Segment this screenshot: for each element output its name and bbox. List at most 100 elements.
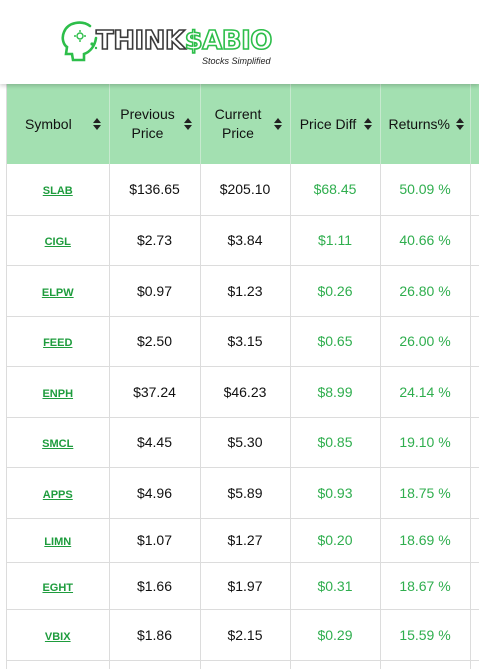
stocks-table: Symbol Previous Price Current Price [7, 84, 479, 669]
cell-current-price: $2.15 [200, 609, 291, 661]
header-current-price[interactable]: Current Price [200, 84, 291, 164]
cell-extra [470, 562, 479, 610]
header-extra-column [470, 84, 479, 164]
cell-symbol: EGHT [7, 562, 110, 610]
symbol-link[interactable]: SMCL [42, 438, 74, 450]
table-row: SLAB $136.65 $205.10 $68.45 50.09 % [7, 164, 479, 216]
symbol-link[interactable]: APPS [42, 488, 73, 501]
table-row: CIGL $2.73 $3.84 $1.11 40.66 % [7, 215, 479, 266]
cell-returns [380, 660, 471, 669]
table-row: ELPW $0.97 $1.23 $0.26 26.80 % [7, 265, 479, 317]
cell-previous-price: $2.50 [109, 316, 201, 367]
header-returns[interactable]: Returns% [380, 84, 471, 164]
cell-previous-price [109, 660, 201, 669]
symbol-link[interactable]: ELPW [41, 286, 74, 299]
cell-extra [470, 518, 479, 563]
sort-icon[interactable] [363, 118, 372, 130]
cell-price-diff [290, 660, 381, 669]
cell-previous-price: $4.45 [109, 417, 201, 468]
cell-extra [470, 316, 479, 367]
cell-current-price: $3.84 [200, 215, 291, 266]
cell-returns: 18.75 % [380, 467, 471, 519]
cell-current-price: $3.15 [200, 316, 291, 367]
stocks-table-container[interactable]: Symbol Previous Price Current Price [6, 84, 479, 669]
cell-symbol: CIGL [7, 215, 110, 266]
sort-icon[interactable] [92, 118, 101, 130]
cell-price-diff: $1.11 [290, 215, 381, 266]
sort-icon[interactable] [183, 118, 192, 130]
cell-returns: 26.80 % [380, 265, 471, 317]
header-symbol-label: Symbol [25, 115, 72, 132]
cell-extra [470, 164, 479, 216]
cell-current-price: $46.23 [200, 366, 291, 418]
cell-extra [470, 609, 479, 661]
cell-symbol: FEED [7, 316, 110, 367]
header-symbol[interactable]: Symbol [7, 84, 110, 164]
cell-returns: 40.66 % [380, 215, 471, 266]
brand-name-think: THINK [95, 25, 186, 57]
cell-previous-price: $37.24 [109, 366, 201, 418]
cell-price-diff: $0.31 [290, 562, 381, 610]
table-row: SMCL $4.45 $5.30 $0.85 19.10 % [7, 417, 479, 468]
cell-symbol: ENPH [7, 366, 110, 418]
symbol-link[interactable]: SLAB [42, 185, 73, 198]
cell-price-diff: $0.93 [290, 467, 381, 519]
site-header: THINK$ABIO Stocks Simplified [0, 0, 479, 84]
cell-symbol: ELPW [7, 265, 110, 317]
symbol-link[interactable]: VBIX [44, 630, 71, 643]
sort-icon[interactable] [273, 118, 282, 130]
head-logo-icon [61, 21, 98, 62]
cell-returns: 18.69 % [380, 518, 471, 563]
table-body: SLAB $136.65 $205.10 $68.45 50.09 % CIGL $2.73… [7, 164, 479, 669]
symbol-link[interactable]: FEED [43, 337, 73, 349]
symbol-link[interactable]: ENPH [42, 387, 74, 400]
cell-previous-price: $4.96 [109, 467, 201, 519]
cell-returns: 15.59 % [380, 609, 471, 661]
cell-price-diff: $8.99 [290, 366, 381, 418]
header-previous-price-label: Previous Price [120, 106, 175, 141]
cell-previous-price: $0.97 [109, 265, 201, 317]
cell-extra [470, 366, 479, 418]
header-returns-label: Returns% [388, 115, 450, 132]
cell-previous-price: $1.07 [109, 518, 201, 563]
table-row: APPS $4.96 $5.89 $0.93 18.75 % [7, 467, 479, 519]
cell-returns: 26.00 % [380, 316, 471, 367]
table-row: LIMN $1.07 $1.27 $0.20 18.69 % [7, 518, 479, 563]
cell-extra [470, 265, 479, 317]
cell-current-price: $205.10 [200, 164, 291, 216]
header-current-price-label: Current Price [214, 106, 262, 141]
header-price-diff-label: Price Diff [299, 115, 357, 132]
cell-price-diff: $0.29 [290, 609, 381, 661]
cell-extra [470, 417, 479, 468]
table-row: EGHT $1.66 $1.97 $0.31 18.67 % [7, 562, 479, 610]
table-header-row: Symbol Previous Price Current Price [7, 84, 479, 164]
cell-symbol: SMCL [7, 417, 110, 468]
cell-symbol: SLAB [7, 164, 110, 216]
header-previous-price[interactable]: Previous Price [109, 84, 201, 164]
table-row: FEED $2.50 $3.15 $0.65 26.00 % [7, 316, 479, 367]
cell-symbol: VBIX [7, 609, 110, 661]
table-row: ENPH $37.24 $46.23 $8.99 24.14 % [7, 366, 479, 418]
header-price-diff[interactable]: Price Diff [290, 84, 381, 164]
cell-previous-price: $136.65 [109, 164, 201, 216]
cell-price-diff: $0.85 [290, 417, 381, 468]
cell-previous-price: $1.86 [109, 609, 201, 661]
symbol-link[interactable]: LIMN [44, 536, 72, 548]
symbol-link[interactable]: CIGL [44, 236, 71, 248]
sort-icon[interactable] [455, 118, 464, 130]
cell-symbol [7, 660, 110, 669]
cell-price-diff: $0.20 [290, 518, 381, 563]
cell-returns: 19.10 % [380, 417, 471, 468]
cell-current-price: $1.27 [200, 518, 291, 563]
brand-name-sabio: $ABIO [184, 25, 273, 57]
logo[interactable]: THINK$ABIO Stocks Simplified [60, 20, 290, 68]
cell-current-price: $1.97 [200, 562, 291, 610]
cell-previous-price: $1.66 [109, 562, 201, 610]
cell-returns: 18.67 % [380, 562, 471, 610]
symbol-link[interactable]: EGHT [42, 581, 74, 594]
cell-symbol: APPS [7, 467, 110, 519]
cell-price-diff: $68.45 [290, 164, 381, 216]
cell-symbol: LIMN [7, 518, 110, 563]
cell-current-price [200, 660, 291, 669]
cell-extra [470, 467, 479, 519]
